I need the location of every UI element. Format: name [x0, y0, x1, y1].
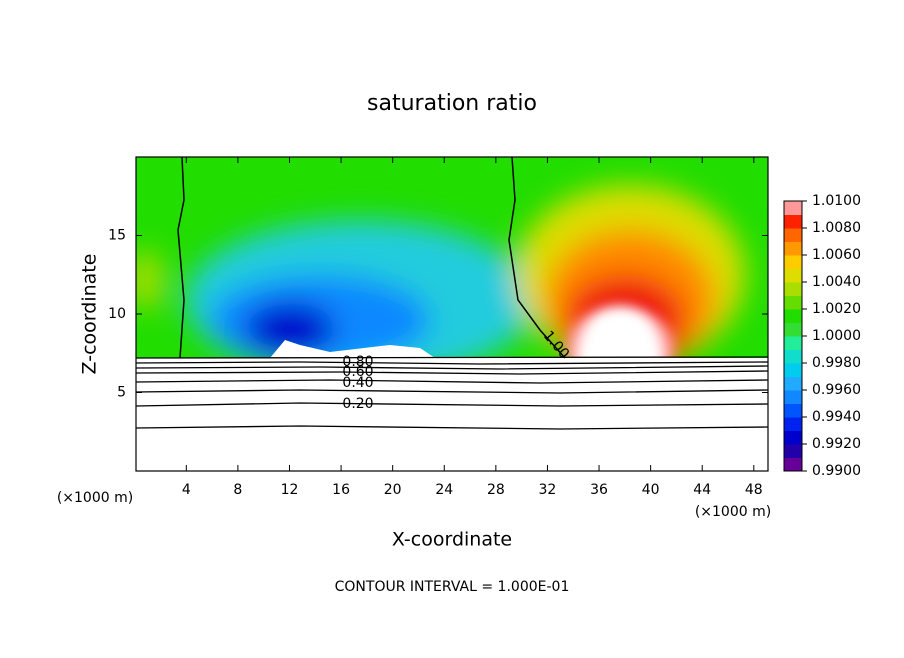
colorbar-swatch — [784, 390, 802, 404]
x-tick-label: 16 — [332, 482, 350, 498]
contour-label: 0.80 — [342, 354, 373, 370]
x-tick-label: 20 — [384, 482, 402, 498]
x-tick-label: 8 — [233, 482, 242, 498]
colorbar-tick-label: 0.9920 — [812, 436, 861, 452]
x-tick-label: 40 — [642, 482, 660, 498]
colorbar-swatch — [784, 376, 802, 391]
colorbar-swatch — [784, 228, 802, 242]
x-tick-label: 32 — [539, 482, 557, 498]
colorbar-tick-label: 0.9980 — [812, 355, 861, 371]
x-unit: (×1000 m) — [57, 490, 133, 506]
y-axis-label: Z-coordinate — [79, 254, 101, 375]
x-tick-label: 44 — [693, 482, 711, 498]
colorbar-swatch — [784, 417, 802, 431]
chart-title: saturation ratio — [367, 91, 537, 116]
x-tick-label: 48 — [745, 482, 763, 498]
colorbar-swatch — [784, 349, 802, 364]
x-tick-label: 12 — [281, 482, 299, 498]
colorbar-swatch — [784, 309, 802, 323]
x-unit: (×1000 m) — [695, 504, 771, 520]
y-tick-label: 5 — [117, 385, 126, 401]
colorbar-swatch — [784, 430, 802, 445]
colorbar-swatch — [784, 214, 802, 229]
colorbar-tick-label: 1.0080 — [812, 220, 861, 236]
x-tick-label: 4 — [182, 482, 191, 498]
x-tick-label: 36 — [590, 482, 608, 498]
footer: CONTOUR INTERVAL = 1.000E-01 — [335, 579, 570, 595]
colorbar-swatch — [784, 295, 802, 310]
field — [136, 157, 768, 471]
contour-label: 0.40 — [342, 375, 373, 391]
x-axis-label: X-coordinate — [392, 529, 512, 551]
colorbar-swatch — [784, 268, 802, 283]
colorbar-swatch — [784, 255, 802, 269]
y-tick-label: 10 — [108, 306, 126, 322]
colorbar-swatch — [784, 282, 802, 296]
colorbar-swatch — [784, 201, 802, 215]
colorbar-swatch — [784, 363, 802, 377]
x-tick-label: 28 — [487, 482, 505, 498]
colorbar-tick-label: 0.9940 — [812, 409, 861, 425]
colorbar-swatch — [784, 241, 802, 256]
colorbar-tick-label: 1.0000 — [812, 328, 861, 344]
contour-label: 0.20 — [342, 396, 373, 412]
colorbar-swatch — [784, 403, 802, 418]
colorbar-tick-label: 1.0060 — [812, 247, 861, 263]
y-tick-label: 15 — [108, 228, 126, 244]
colorbar-tick-label: 0.9960 — [812, 382, 861, 398]
colorbar-tick-label: 1.0100 — [812, 193, 861, 209]
colorbar-swatch — [784, 322, 802, 337]
colorbar-swatch — [784, 336, 802, 350]
colorbar-swatch — [784, 457, 802, 472]
contour-label: 0.60 — [342, 364, 373, 380]
x-tick-label: 24 — [435, 482, 453, 498]
colorbar-tick-label: 1.0040 — [812, 274, 861, 290]
colorbar-tick-label: 0.9900 — [812, 463, 861, 479]
colorbar-tick-label: 1.0020 — [812, 301, 861, 317]
colorbar-swatch — [784, 444, 802, 458]
